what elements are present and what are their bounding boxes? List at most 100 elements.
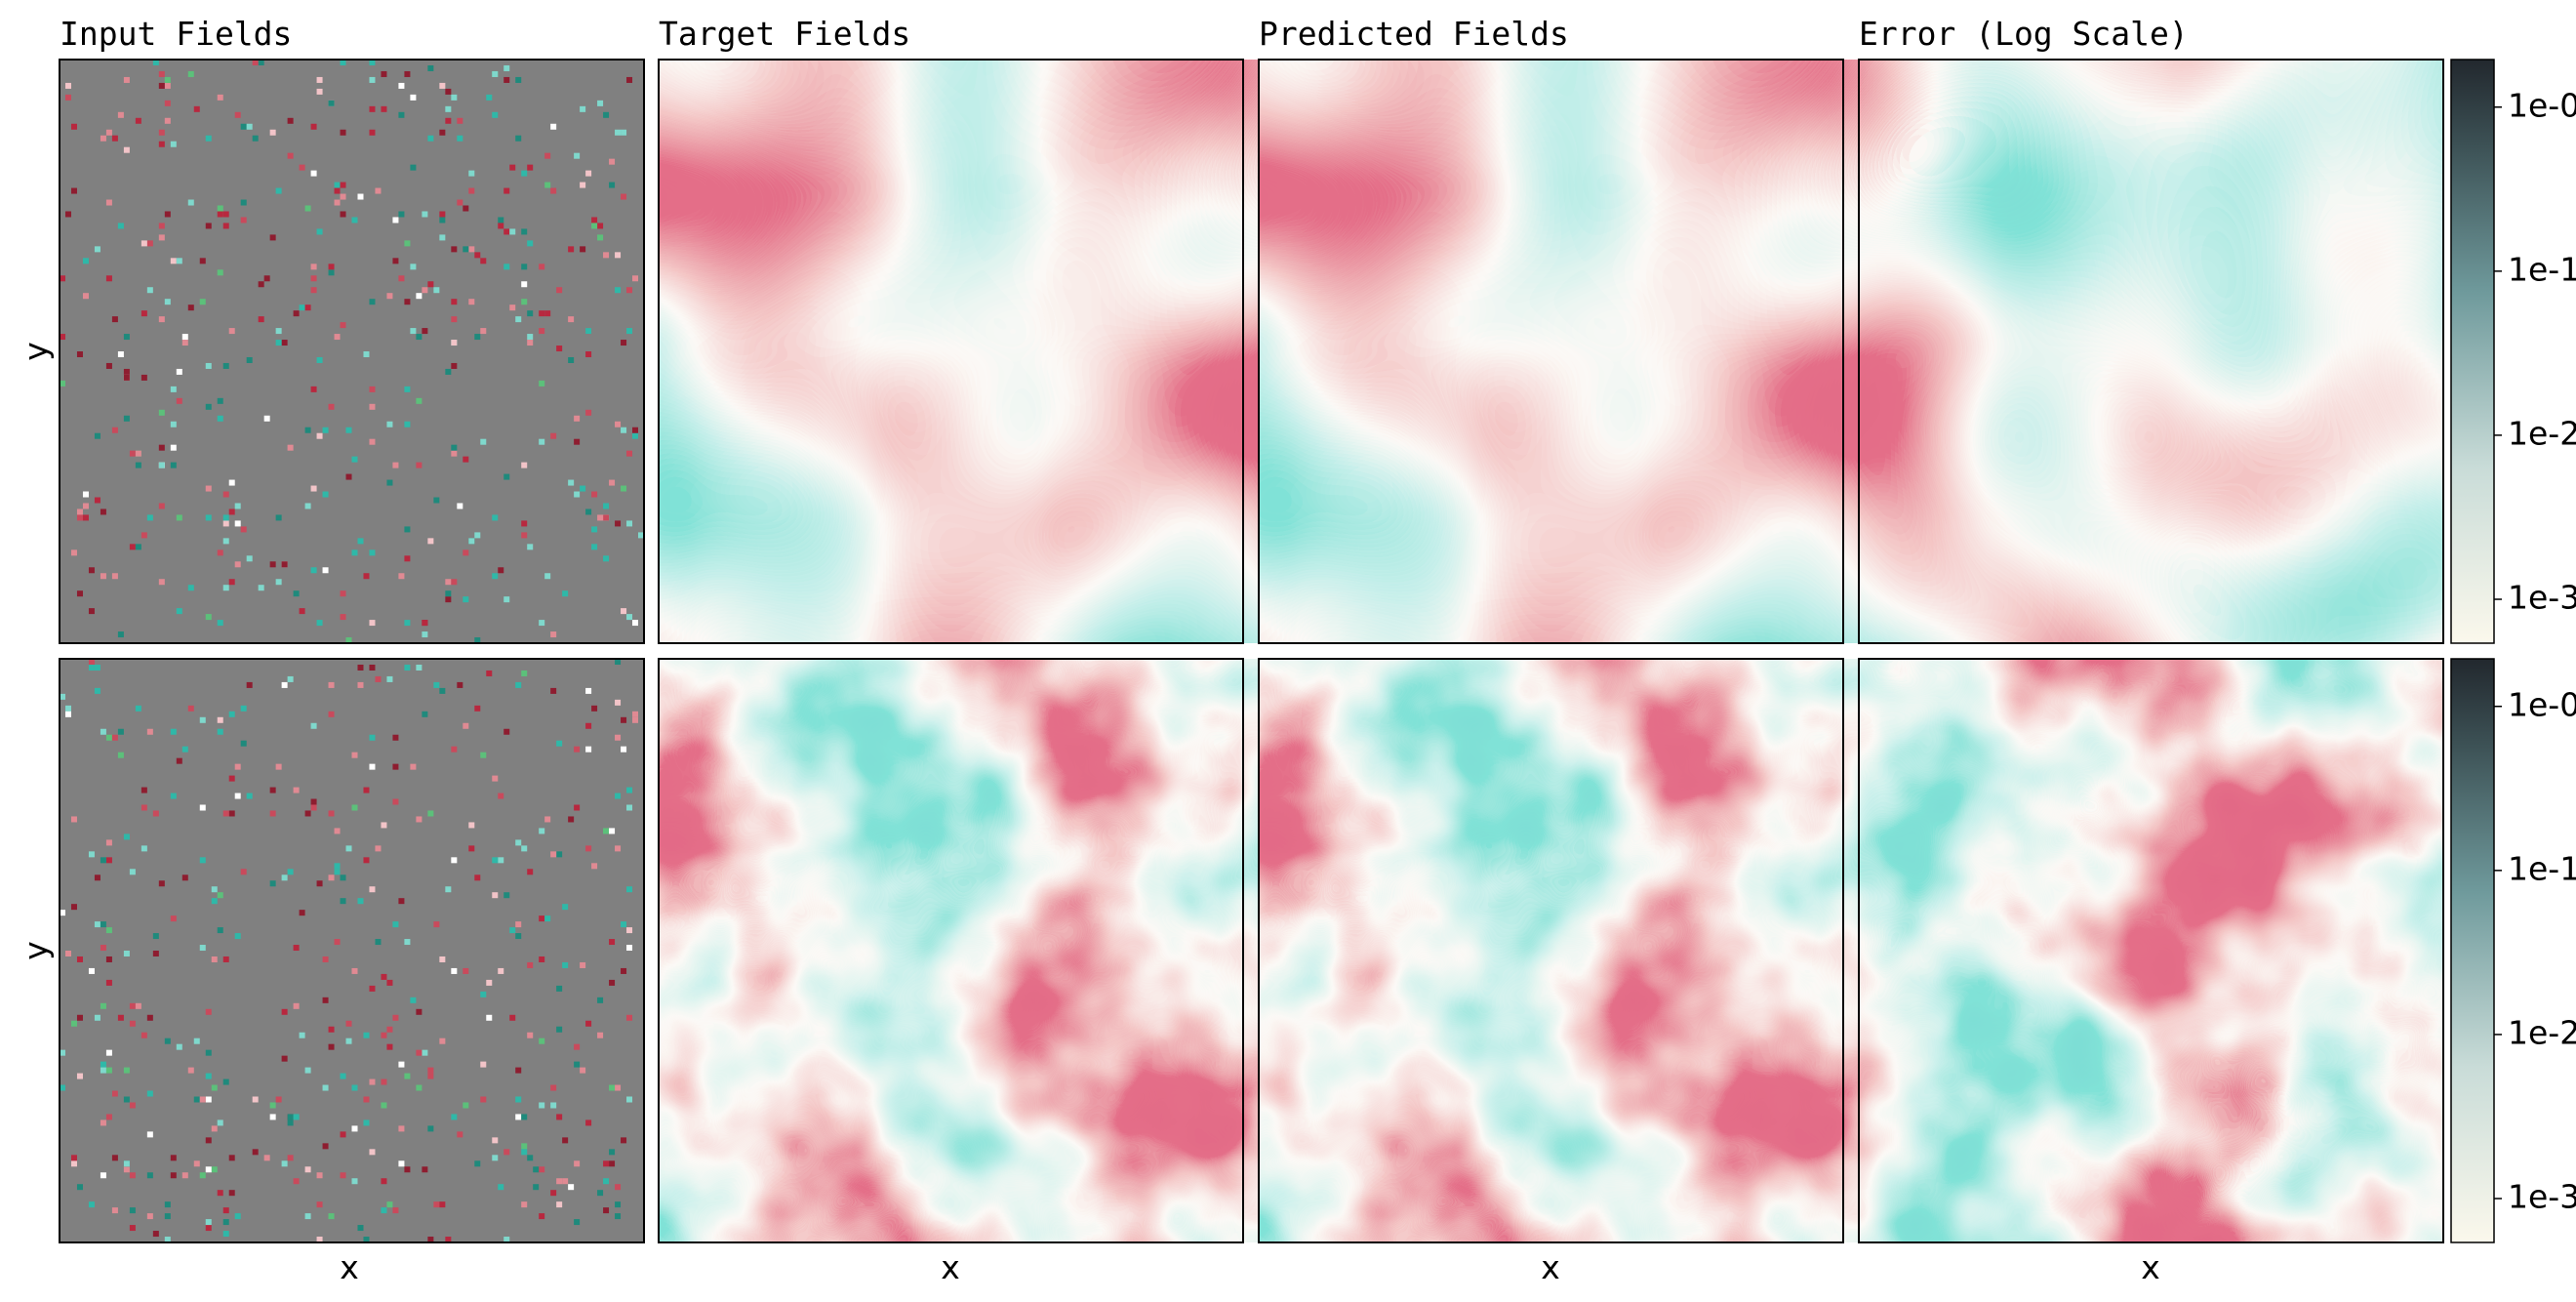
sample-pixel — [626, 328, 633, 335]
sample-pixel — [322, 997, 329, 1003]
sample-pixel — [445, 368, 452, 375]
sample-pixel — [60, 1049, 65, 1056]
sample-pixel — [357, 898, 364, 905]
sample-pixel — [141, 787, 147, 793]
sample-pixel — [451, 1114, 458, 1120]
sample-pixel — [427, 810, 434, 817]
sample-pixel — [468, 845, 475, 852]
sample-pixel — [310, 722, 317, 729]
sample-pixel — [82, 503, 89, 509]
sample-pixel — [615, 1184, 622, 1191]
sample-pixel — [129, 544, 136, 550]
sample-pixel — [363, 1119, 370, 1126]
sample-pixel — [626, 1014, 633, 1021]
sample-pixel — [158, 880, 165, 887]
sample-pixel — [468, 170, 475, 177]
sample-pixel — [474, 637, 481, 644]
sample-pixel — [252, 1149, 259, 1156]
sample-pixel — [626, 287, 633, 294]
panel-frame — [1258, 658, 1844, 1243]
sample-pixel — [451, 450, 458, 457]
sample-pixel — [410, 763, 417, 770]
sample-pixel — [111, 135, 118, 142]
sample-pixel — [580, 961, 586, 968]
sample-pixel — [170, 386, 177, 392]
sample-pixel — [322, 427, 329, 433]
sample-pixel — [445, 596, 452, 603]
sample-pixel — [176, 608, 182, 615]
sample-pixel — [521, 532, 528, 539]
sample-pixel — [141, 240, 147, 247]
sample-pixel — [176, 1043, 182, 1050]
sample-pixel — [316, 880, 323, 887]
sample-pixel — [398, 1061, 405, 1068]
y-axis-label: y — [17, 941, 55, 960]
sample-pixel — [304, 1166, 311, 1173]
sample-pixel — [164, 1213, 171, 1220]
sample-pixel — [539, 380, 545, 387]
sample-pixel — [105, 129, 112, 136]
sample-pixel — [580, 246, 586, 253]
sample-pixel — [164, 211, 171, 218]
sample-pixel — [287, 675, 294, 682]
sample-pixel — [205, 1073, 212, 1079]
sample-pixel — [398, 82, 405, 89]
panel-frame — [59, 658, 645, 1243]
sample-pixel — [117, 728, 124, 735]
sample-pixel — [521, 1114, 528, 1120]
sample-pixel — [176, 397, 182, 404]
sample-pixel — [170, 915, 177, 922]
sample-pixel — [386, 675, 393, 682]
sample-pixel — [597, 223, 604, 229]
sample-pixel — [240, 217, 247, 224]
sample-pixel — [193, 105, 200, 112]
sample-pixel — [451, 967, 458, 974]
sample-pixel — [357, 193, 364, 200]
sample-pixel — [105, 839, 112, 846]
sample-pixel — [88, 1201, 95, 1208]
sample-pixel — [521, 281, 528, 288]
sample-pixel — [222, 1207, 229, 1214]
sample-pixel — [293, 945, 300, 952]
sample-pixel — [199, 945, 206, 952]
sample-pixel — [515, 921, 522, 928]
sample-pixel — [345, 1038, 352, 1044]
sample-pixel — [574, 491, 581, 498]
sample-pixel — [480, 991, 487, 997]
sample-pixel — [316, 76, 323, 83]
sample-pixel — [222, 362, 229, 369]
sample-pixel — [357, 681, 364, 688]
sample-pixel — [240, 199, 247, 206]
sample-pixel — [580, 105, 586, 112]
sample-pixel — [550, 631, 557, 638]
sample-pixel — [369, 129, 376, 136]
sample-pixel — [439, 211, 446, 218]
sample-pixel — [170, 793, 177, 799]
sample-pixel — [88, 567, 95, 574]
sample-pixel — [369, 1078, 376, 1085]
sample-pixel — [111, 1090, 118, 1097]
sample-pixel — [515, 1067, 522, 1074]
sample-pixel — [299, 910, 305, 916]
sample-pixel — [416, 334, 423, 341]
sample-pixel — [105, 956, 112, 962]
sample-pixel — [117, 1014, 124, 1021]
sample-pixel — [474, 334, 481, 341]
panel-title: Predicted Fields — [1259, 15, 1569, 53]
sample-pixel — [94, 1014, 101, 1021]
sample-pixel — [100, 1172, 106, 1179]
sample-pixel — [585, 1020, 592, 1027]
sample-pixel — [164, 1237, 171, 1243]
sample-pixel — [76, 509, 83, 515]
sample-pixel — [375, 845, 382, 852]
sample-pixel — [222, 585, 229, 591]
predicted-field-image — [1259, 659, 1843, 1242]
sample-pixel — [76, 956, 83, 962]
sample-pixel — [509, 927, 516, 934]
sample-pixel — [369, 886, 376, 893]
sample-pixel — [369, 664, 376, 671]
sample-pixel — [556, 287, 563, 294]
sample-pixel — [533, 1184, 540, 1191]
sample-pixel — [158, 409, 165, 416]
sample-pixel — [386, 979, 393, 986]
